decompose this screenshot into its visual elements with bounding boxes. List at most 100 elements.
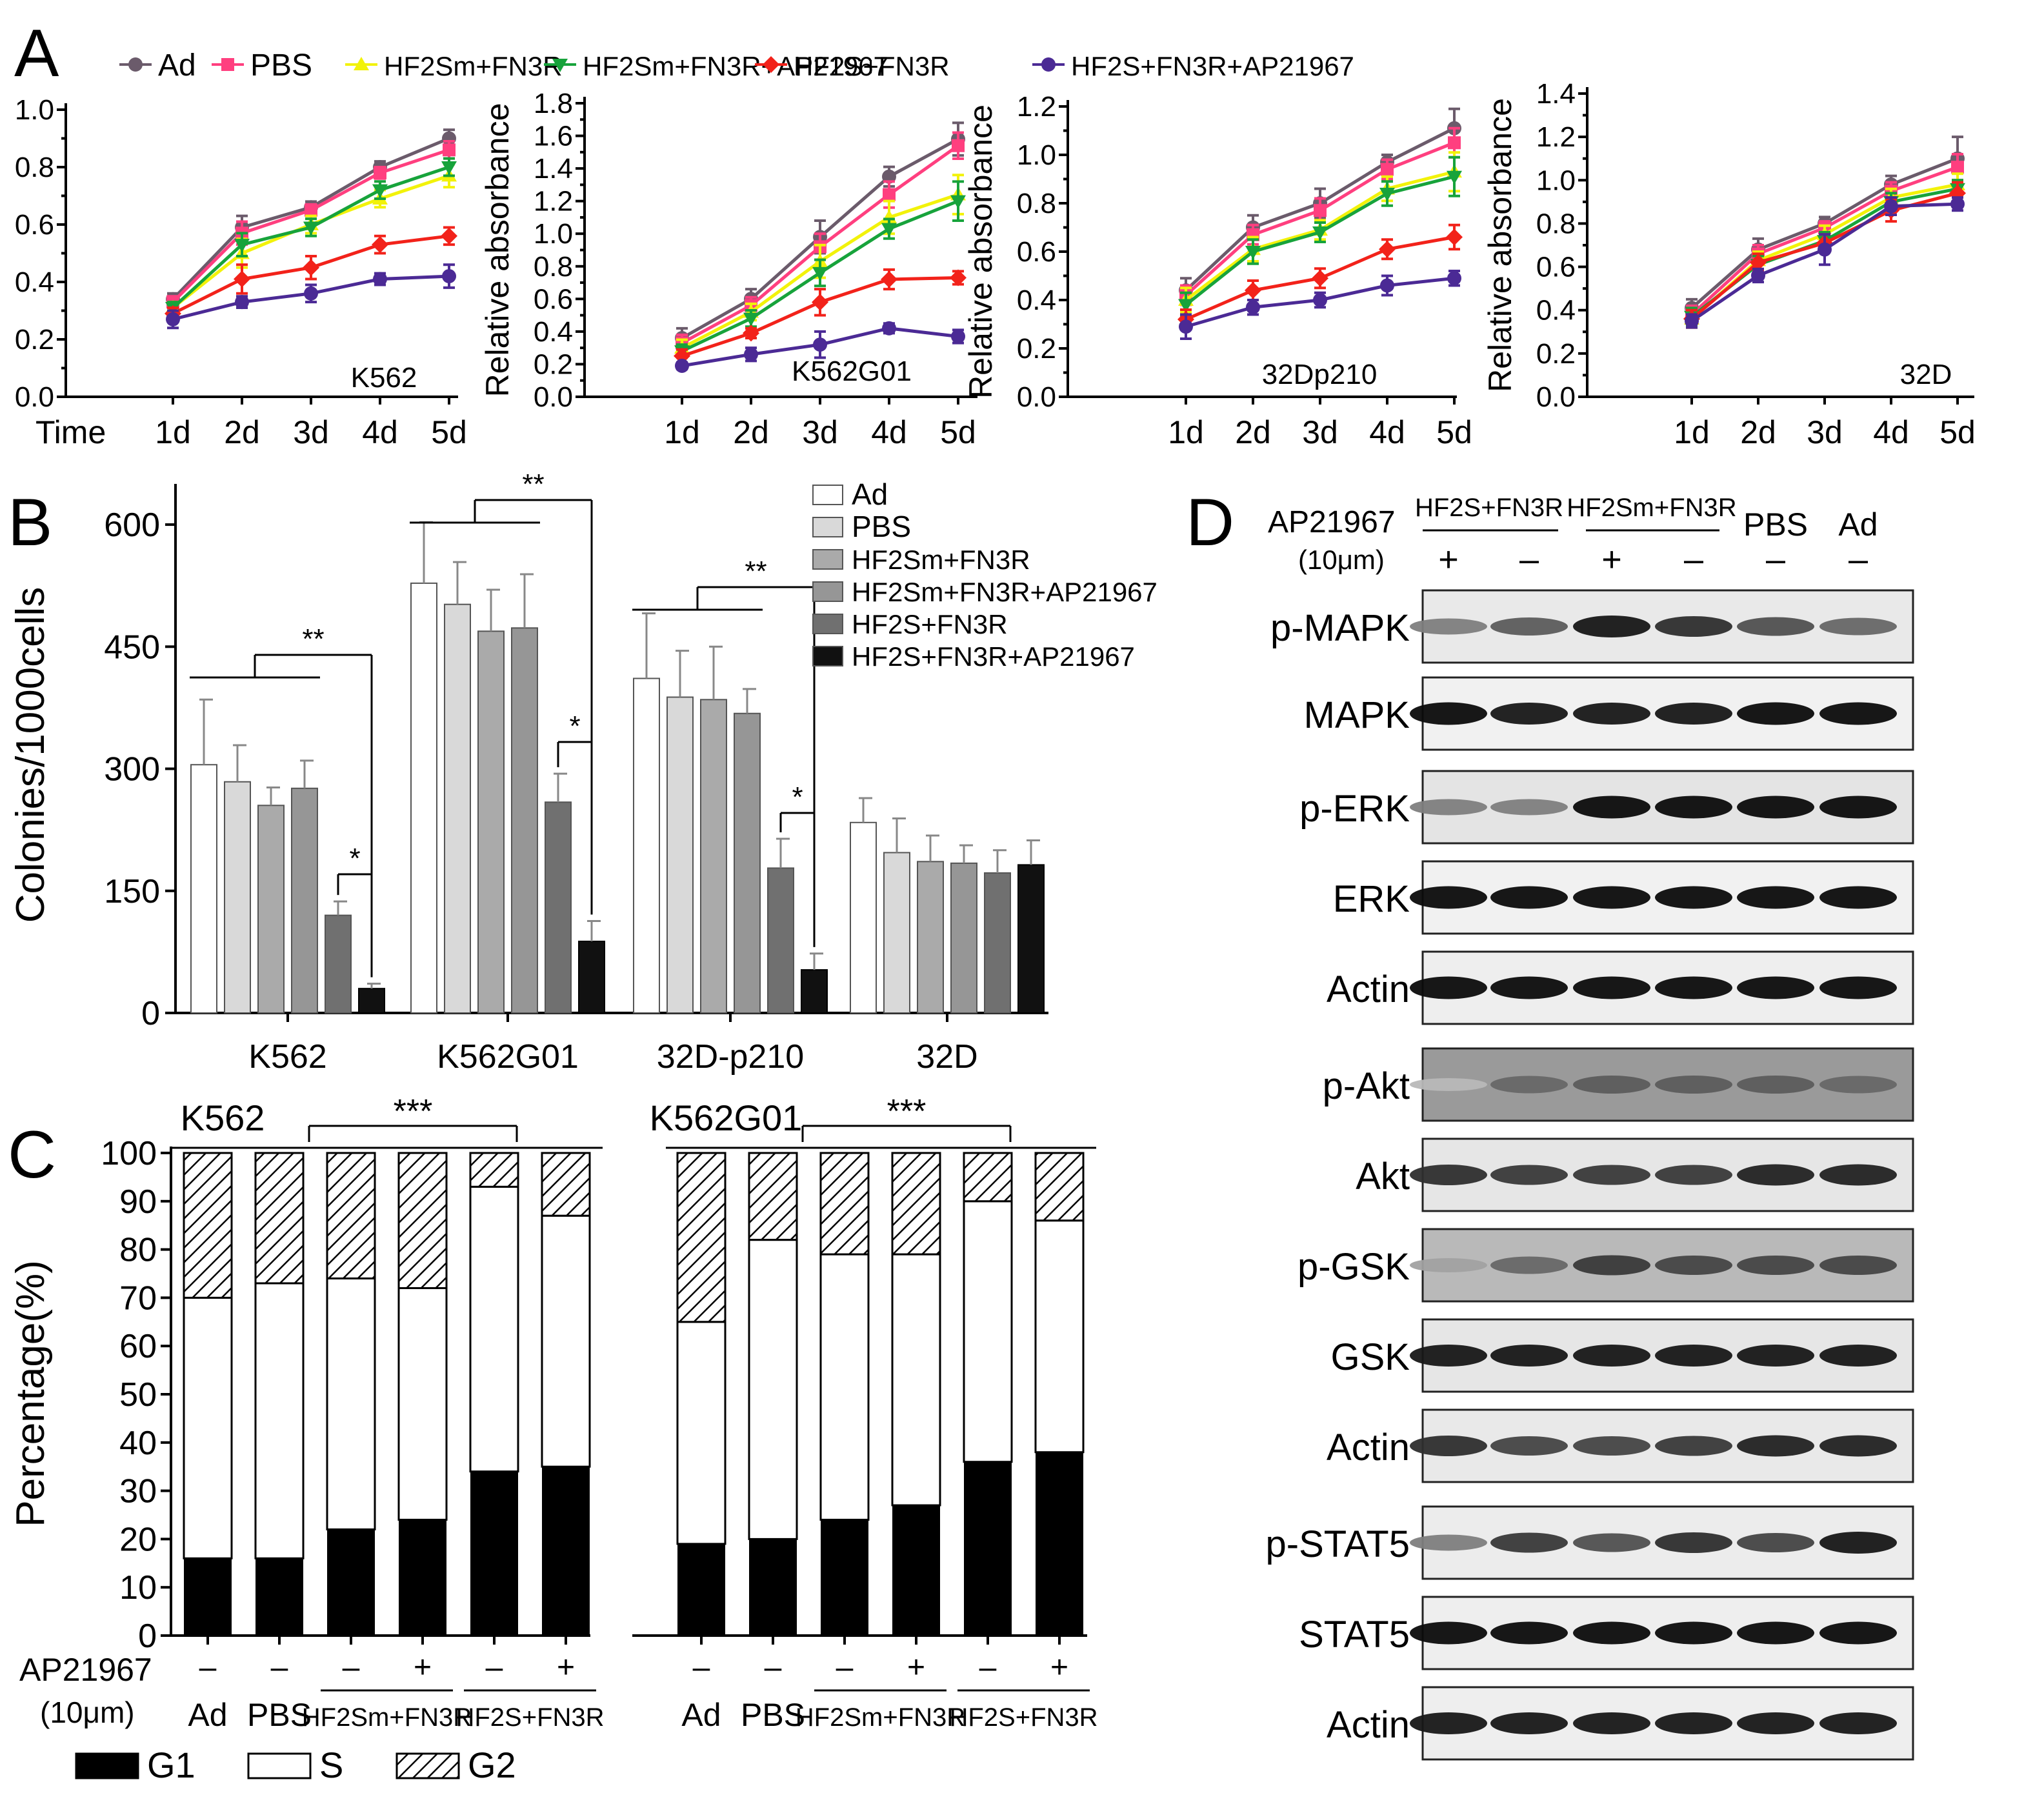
- blot-band: [1490, 886, 1568, 909]
- blot-row: Akt: [1356, 1137, 1914, 1212]
- bar-g1: [821, 1519, 868, 1636]
- data-point: [166, 312, 180, 326]
- data-point: [883, 188, 896, 201]
- y-tick-label: 0: [138, 1618, 157, 1655]
- blot-band: [1490, 1165, 1568, 1185]
- data-point: [1446, 228, 1463, 246]
- blot-band: [1737, 1164, 1814, 1186]
- y-tick-label: 0.6: [1017, 236, 1056, 268]
- legend-label: S: [319, 1745, 343, 1785]
- bar: [917, 861, 944, 1014]
- x-tick-label: K562: [248, 1038, 326, 1076]
- panel-d: D AP21967 (10μm) HF2S+FN3R HF2Sm+FN3R PBS Ad + –…: [1186, 485, 1914, 1761]
- blot-row: p-ERK: [1299, 770, 1914, 845]
- x-tick-label: 4d: [871, 414, 907, 450]
- bar-g2: [891, 1152, 941, 1256]
- blot-band: [1490, 976, 1568, 999]
- bar-g2: [183, 1152, 233, 1299]
- data-point: [812, 266, 828, 281]
- y-tick-label: 1.2: [1017, 91, 1056, 123]
- ap-sign: –: [486, 1650, 503, 1685]
- bar-g1: [964, 1461, 1012, 1636]
- lane-sign: +: [1438, 540, 1459, 579]
- blot-band: [1819, 796, 1897, 819]
- blot-row: STAT5: [1299, 1596, 1914, 1670]
- panel-letter-c: C: [8, 1117, 56, 1192]
- blot-band: [1737, 1256, 1814, 1275]
- y-tick-label: 0.6: [534, 283, 573, 315]
- line-chart-3: 0.0 0.2 0.4 0.6 0.8 1.0 1.2 1d 2d 3d 4d 5d Relative …: [963, 91, 1472, 450]
- y-axis-label: Relative absorbance: [1482, 98, 1518, 392]
- blot-band: [1573, 1345, 1650, 1367]
- blot-band: [1573, 1076, 1650, 1094]
- blot-band: [1655, 1436, 1732, 1456]
- blot-band: [1410, 1534, 1487, 1551]
- bar: [224, 781, 251, 1014]
- y-axis-label: Relative absorbance: [963, 105, 999, 399]
- bar: [511, 627, 538, 1014]
- blot-row: p-MAPK: [1270, 589, 1914, 664]
- data-point: [1884, 199, 1898, 214]
- legend-label: G2: [468, 1745, 516, 1785]
- bar: [984, 872, 1011, 1014]
- data-point: [950, 195, 966, 209]
- bar-s: [326, 1277, 376, 1530]
- blot-band: [1573, 703, 1650, 725]
- legend-label: HF2S+FN3R: [852, 609, 1008, 639]
- x-tick-label: 4d: [1369, 414, 1405, 450]
- legend-label: HF2Sm+FN3R+AP21967: [852, 577, 1157, 607]
- blot-label: Actin: [1327, 1427, 1410, 1468]
- data-point: [1750, 254, 1767, 271]
- data-point: [1818, 242, 1832, 257]
- blot-band: [1819, 1164, 1897, 1186]
- x-tick-label: Ad: [188, 1697, 227, 1733]
- blot-band: [1573, 976, 1650, 999]
- bar: [410, 582, 437, 1014]
- data-point: [303, 259, 319, 276]
- blot-band: [1819, 1621, 1897, 1645]
- treat-label: HF2Sm+FN3R: [796, 1703, 965, 1732]
- lane-sign: –: [1519, 540, 1539, 579]
- bar: [734, 712, 761, 1014]
- bar-s: [254, 1282, 305, 1559]
- blot-band: [1737, 1076, 1814, 1094]
- data-point: [881, 223, 897, 237]
- blot-band: [1410, 618, 1487, 635]
- data-point: [1179, 319, 1193, 334]
- blot-band: [1819, 1532, 1897, 1554]
- legend-swatch: [812, 517, 843, 537]
- blot-band: [1410, 886, 1487, 909]
- y-tick-label: 1.0: [15, 94, 54, 126]
- blot-band: [1655, 1345, 1732, 1367]
- y-tick-label: 20: [119, 1521, 157, 1558]
- blot-label: p-GSK: [1298, 1246, 1410, 1288]
- lane-sign: –: [1766, 540, 1785, 579]
- blot-band: [1490, 799, 1568, 816]
- bar-s: [1034, 1219, 1085, 1454]
- y-tick-label: 0.6: [15, 209, 54, 241]
- blot-label: p-STAT5: [1266, 1523, 1410, 1565]
- bar: [325, 914, 352, 1014]
- lane-group-label: PBS: [1743, 506, 1808, 543]
- bar: [444, 603, 471, 1014]
- ap-sign: +: [414, 1650, 432, 1685]
- x-tick-label: 1d: [1674, 414, 1710, 450]
- bar-g2: [1034, 1152, 1085, 1222]
- y-tick-label: 0.8: [1017, 188, 1056, 219]
- bar: [477, 630, 505, 1014]
- data-point: [763, 56, 779, 73]
- data-point: [812, 294, 828, 311]
- blot-band: [1410, 799, 1487, 816]
- treat-label: HF2S+FN3R: [949, 1703, 1097, 1732]
- blot-band: [1655, 1076, 1732, 1094]
- data-point: [743, 325, 759, 342]
- blot-band: [1819, 617, 1897, 636]
- y-tick-label: 1.4: [534, 153, 573, 185]
- panel-b: B 0 150 300 450 600 Colonies/1000cells K562 K562…: [8, 468, 1157, 1076]
- legend-swatch: [812, 646, 843, 666]
- legend-label: HF2S+FN3R+AP21967: [852, 641, 1135, 672]
- legend-label: PBS: [250, 48, 312, 83]
- x-tick-label: 32D-p210: [657, 1038, 804, 1076]
- ap-label: AP21967: [19, 1652, 152, 1688]
- legend-label: PBS: [852, 510, 911, 543]
